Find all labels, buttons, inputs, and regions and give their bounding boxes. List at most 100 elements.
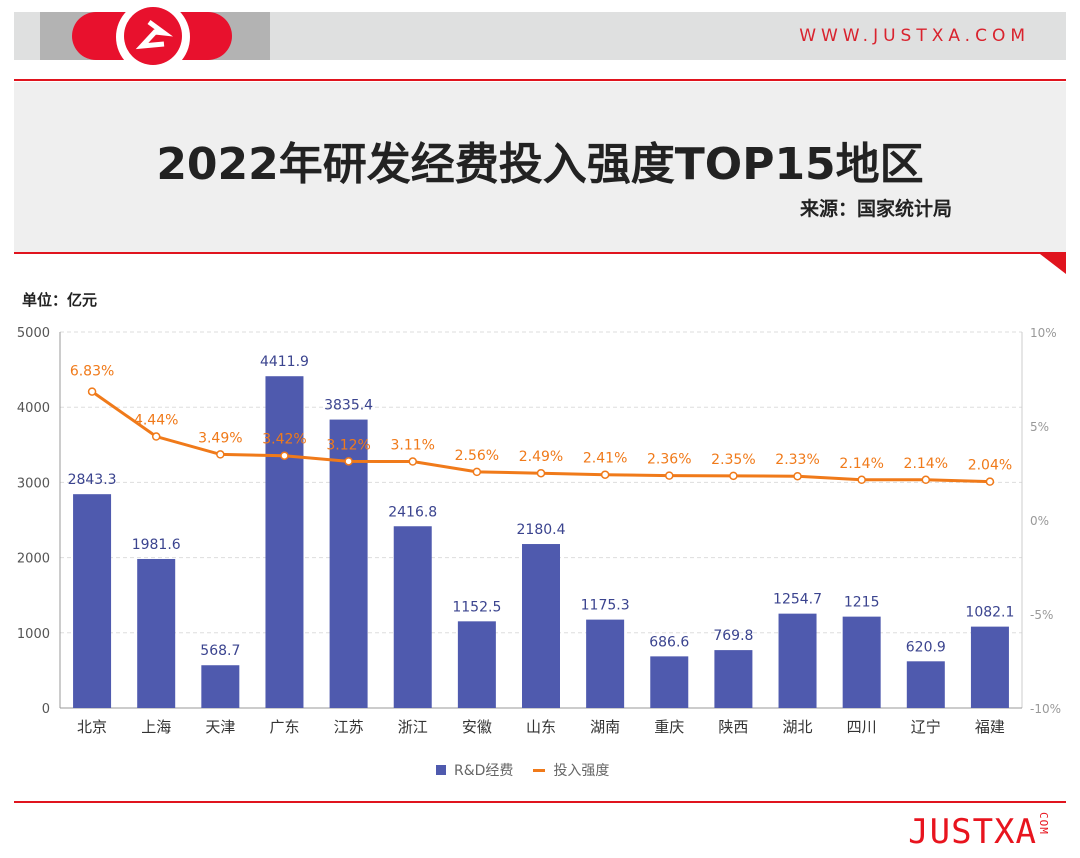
bar-value-label: 2416.8 [388, 504, 437, 520]
line-point[interactable] [472, 467, 482, 477]
bar-value-label: 1254.7 [773, 592, 822, 608]
legend-item-line[interactable]: 投入强度 [533, 760, 609, 780]
x-tick-label: 重庆 [654, 718, 684, 736]
line-value-label: 2.41% [583, 451, 627, 467]
bar-value-label: 568.7 [200, 643, 240, 659]
x-tick-label: 四川 [847, 718, 877, 736]
legend: R&D经费 投入强度 [436, 760, 609, 780]
bar[interactable] [586, 619, 625, 708]
x-tick-label: 北京 [77, 718, 107, 736]
x-tick-label: 天津 [205, 718, 235, 736]
divider [14, 801, 1066, 803]
brand-logo: JUSTXACOM [908, 812, 1050, 852]
line-value-label: 2.33% [775, 452, 819, 468]
y-tick-label: 0 [42, 702, 50, 717]
y2-tick-label: 10% [1030, 326, 1057, 340]
bar[interactable] [778, 613, 817, 708]
bar[interactable] [522, 544, 560, 708]
line-point[interactable] [985, 477, 995, 486]
line-value-label: 2.04% [968, 458, 1012, 474]
line-value-label: 2.14% [904, 456, 948, 472]
y2-tick-label: 5% [1030, 420, 1049, 434]
line-value-label: 3.11% [390, 438, 434, 454]
page-title: 2022年研发经费投入强度TOP15地区 [156, 139, 924, 190]
bar[interactable] [137, 558, 176, 708]
x-tick-label: 山东 [526, 718, 556, 736]
unit-label: 单位：亿元 [22, 291, 98, 309]
bar[interactable] [329, 419, 368, 708]
line-point[interactable] [280, 451, 289, 460]
source: 来源：国家统计局 [799, 198, 952, 220]
bar-value-label: 686.6 [649, 634, 689, 650]
line-point[interactable] [536, 468, 546, 478]
y2-tick-label: -10% [1030, 702, 1061, 716]
site-url: WWW.JUSTXA.COM [799, 26, 1030, 46]
line-value-label: 2.36% [647, 452, 691, 468]
bar-value-label: 1215 [844, 595, 880, 611]
corner-triangle [1040, 254, 1066, 274]
line-value-label: 2.49% [519, 449, 563, 465]
line-point[interactable] [216, 450, 225, 459]
bar[interactable] [73, 494, 112, 708]
line-value-label: 2.14% [839, 456, 883, 472]
x-tick-label: 湖南 [590, 718, 620, 736]
legend-item-bar[interactable]: R&D经费 [436, 760, 513, 780]
bar-swatch [436, 765, 446, 775]
bar-value-label: 2180.4 [517, 522, 566, 538]
line-point[interactable] [151, 432, 161, 441]
line-point[interactable] [665, 471, 674, 480]
line-point[interactable] [921, 475, 931, 485]
line-point[interactable] [857, 475, 866, 485]
x-tick-label: 福建 [975, 718, 1005, 736]
line-value-label: 4.44% [134, 413, 178, 429]
bar-value-label: 2843.3 [68, 472, 117, 488]
line-point[interactable] [408, 457, 417, 466]
bar-value-label: 1082.1 [965, 605, 1014, 621]
x-tick-label: 江苏 [334, 718, 364, 736]
x-tick-label: 安徽 [462, 718, 492, 736]
title-box [14, 82, 1066, 252]
line-point[interactable] [344, 457, 353, 466]
bar[interactable] [714, 650, 753, 708]
bar[interactable] [970, 626, 1009, 708]
line-point[interactable] [87, 387, 97, 396]
legend-label: 投入强度 [553, 763, 610, 779]
bar-value-label: 4411.9 [260, 354, 309, 370]
bar[interactable] [650, 656, 689, 708]
x-tick-label: 上海 [141, 718, 171, 736]
line-value-label: 3.12% [326, 437, 370, 453]
line-point[interactable] [793, 471, 802, 481]
line-value-label: 3.42% [262, 432, 306, 448]
line-value-label: 2.35% [711, 452, 755, 468]
bar[interactable] [201, 665, 240, 708]
x-tick-label: 湖北 [783, 718, 813, 736]
y-tick-label: 3000 [17, 476, 50, 491]
bar-value-label: 1175.3 [581, 598, 630, 614]
y-tick-label: 1000 [17, 627, 50, 642]
line-value-label: 6.83% [70, 364, 114, 380]
line-point[interactable] [729, 471, 738, 481]
x-tick-label: 广东 [269, 718, 299, 736]
bar[interactable] [906, 661, 945, 708]
bar-value-label: 620.9 [906, 639, 946, 655]
bar-value-label: 1981.6 [132, 537, 181, 553]
bar[interactable] [265, 376, 304, 708]
y2-tick-label: -5% [1030, 608, 1053, 622]
bar-value-label: 3835.4 [324, 398, 373, 414]
y-tick-label: 5000 [17, 326, 50, 341]
bar-value-label: 1152.5 [452, 599, 501, 615]
bar[interactable] [842, 616, 881, 708]
bar[interactable] [457, 621, 496, 708]
x-tick-label: 浙江 [398, 718, 428, 736]
line-swatch [533, 768, 546, 772]
y-tick-label: 4000 [17, 401, 50, 416]
bar[interactable] [393, 526, 432, 708]
legend-label: R&D经费 [454, 763, 514, 779]
line-point[interactable] [600, 470, 610, 479]
divider [14, 79, 1066, 81]
x-tick-label: 陕西 [718, 718, 748, 736]
y2-tick-label: 0% [1030, 514, 1049, 528]
line-value-label: 2.56% [455, 448, 499, 464]
